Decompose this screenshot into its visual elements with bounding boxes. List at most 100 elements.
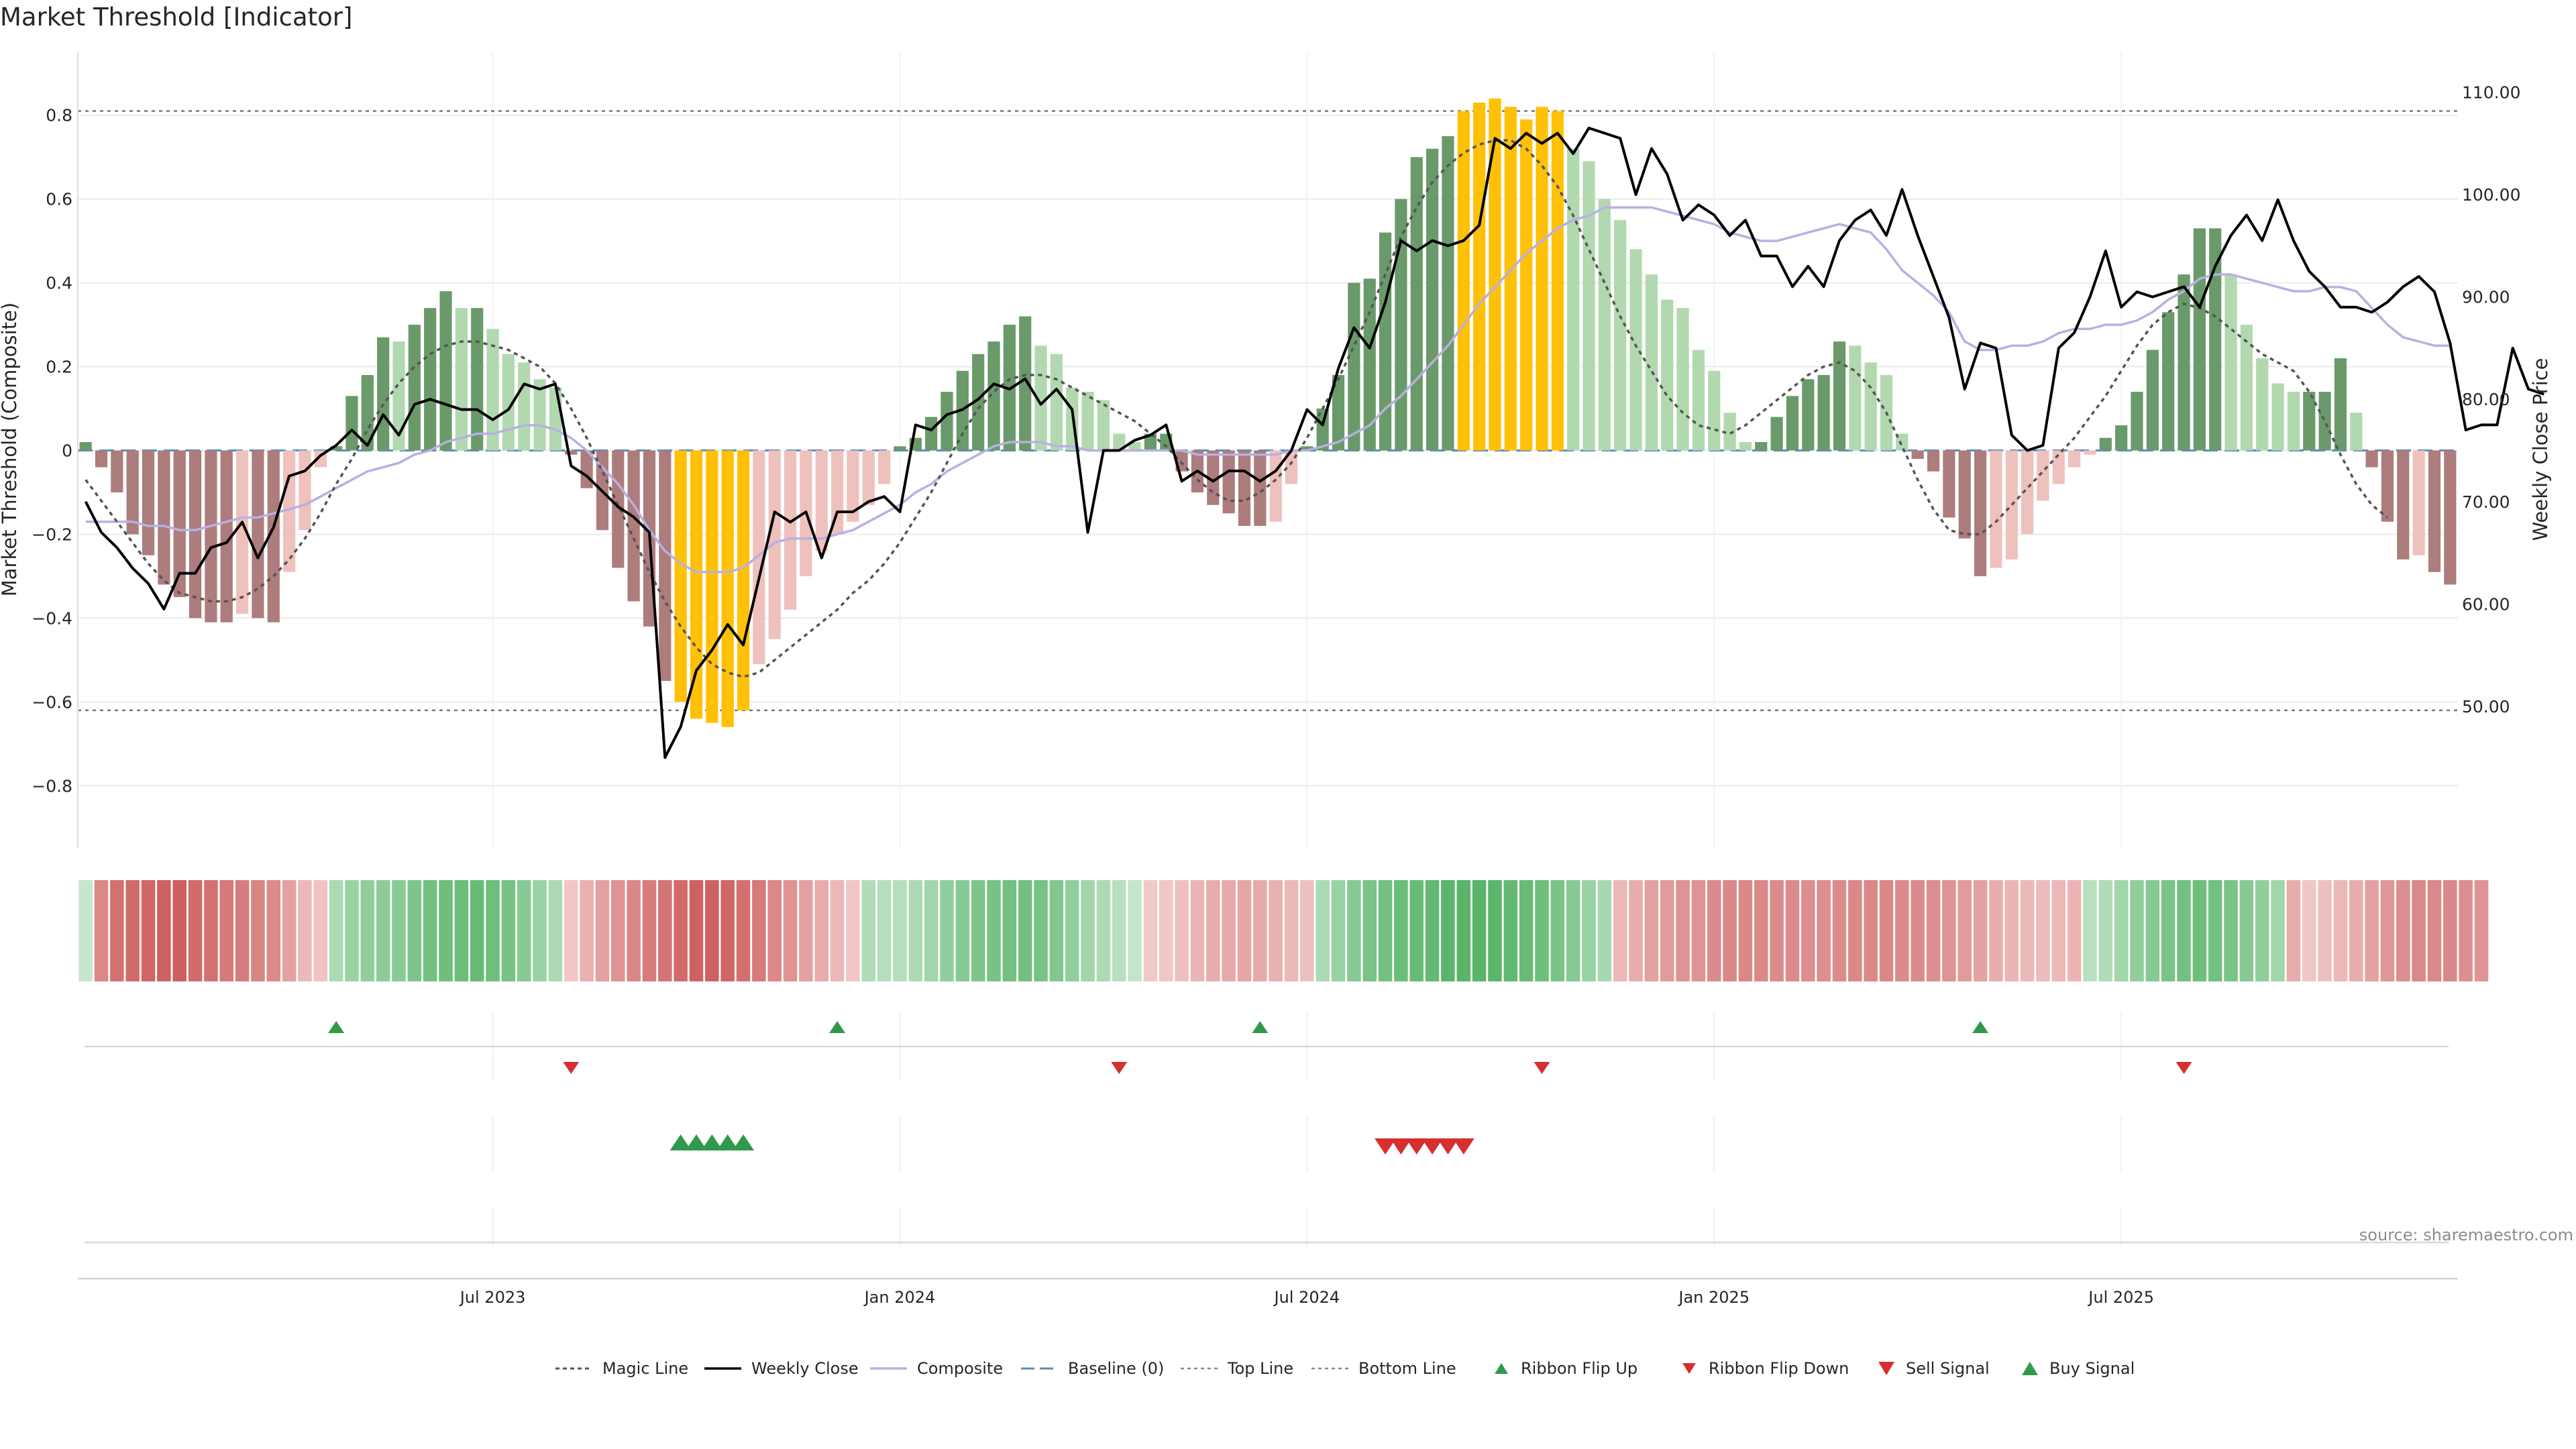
- ribbon-cell: [188, 880, 203, 981]
- ribbon-cell: [924, 880, 938, 981]
- legend-swatch-buy: [2022, 1362, 2038, 1375]
- composite-bar: [1332, 375, 1345, 451]
- y-tick-label: 0.6: [46, 190, 72, 209]
- ribbon-cell: [1629, 880, 1643, 981]
- ribbon-cell: [2192, 880, 2207, 981]
- ribbon-cell: [360, 880, 375, 981]
- ribbon-cell: [627, 880, 641, 981]
- ribbon-cell: [1848, 880, 1862, 981]
- composite-bar: [2428, 450, 2441, 572]
- composite-bar: [1269, 450, 1282, 522]
- composite-bar: [1990, 450, 2002, 568]
- buy-signal-marker: [669, 1134, 692, 1150]
- ribbon-cell: [1519, 880, 1534, 981]
- ribbon-cell: [2130, 880, 2144, 981]
- ribbon-cell: [1065, 880, 1079, 981]
- composite-bar: [2444, 450, 2457, 585]
- composite-bar: [2303, 392, 2316, 451]
- series-lines: [84, 126, 2545, 759]
- composite-bar: [1536, 107, 1548, 451]
- composite-bar: [1896, 433, 1909, 451]
- composite-bar: [345, 396, 358, 451]
- ribbon-flip-down-marker: [1111, 1062, 1128, 1074]
- ribbon-cell: [1566, 880, 1580, 981]
- composite-bar: [2115, 425, 2128, 451]
- composite-bar: [627, 450, 640, 602]
- legend-swatch-flip-down: [1682, 1363, 1696, 1374]
- composite-bars: [79, 98, 2457, 727]
- ribbon-cell: [2271, 880, 2285, 981]
- ribbon-cell: [2177, 880, 2191, 981]
- composite-bar: [659, 450, 672, 682]
- x-axis: Jul 2023 Jan 2024 Jul 2024 Jan 2025 Jul 2025: [78, 1277, 2458, 1307]
- ribbon-cell: [1081, 880, 1095, 981]
- composite-bar: [1567, 148, 1580, 451]
- ribbon-cell: [2161, 880, 2176, 981]
- ribbon-cell: [861, 880, 876, 981]
- composite-bar: [1301, 446, 1313, 451]
- composite-bar: [2365, 450, 2378, 468]
- sell-signal-marker: [1390, 1138, 1412, 1155]
- composite-bar: [2162, 312, 2175, 451]
- ribbon-cell: [1942, 880, 1956, 981]
- ribbon-cell: [266, 880, 281, 981]
- y-tick-label: −0.8: [32, 776, 72, 796]
- composite-bar: [1457, 111, 1470, 451]
- composite-bar: [1864, 362, 1877, 451]
- ribbon-flip-up-marker: [829, 1021, 846, 1033]
- ribbon-cell: [2098, 880, 2113, 981]
- source-credit: source: sharemaestro.com: [2359, 1226, 2573, 1244]
- ribbon-cell: [689, 880, 704, 981]
- ribbon-cell: [1973, 880, 1988, 981]
- ribbon-cell: [1284, 880, 1299, 981]
- legend-item: Magic Line: [555, 1359, 688, 1378]
- composite-bar: [111, 450, 123, 492]
- y-tick-label: −0.2: [32, 525, 72, 544]
- composite-bar: [1144, 433, 1157, 451]
- composite-bar: [1473, 102, 1486, 451]
- composite-bar: [1692, 350, 1705, 451]
- composite-bar: [1238, 450, 1251, 526]
- ribbon-cell: [2302, 880, 2316, 981]
- ribbon-cell: [517, 880, 531, 981]
- y2-tick-label: 60.00: [2462, 594, 2510, 614]
- composite-bar: [894, 446, 906, 451]
- ribbon-cell: [846, 880, 860, 981]
- ribbon-cell: [814, 880, 829, 981]
- composite-bar: [784, 450, 797, 610]
- y2-tick-label: 70.00: [2462, 492, 2510, 512]
- composite-bar: [1034, 345, 1047, 451]
- composite-bar: [1927, 450, 1940, 472]
- composite-bar: [361, 375, 374, 451]
- composite-bar: [1222, 450, 1235, 514]
- ribbon-cell: [1660, 880, 1674, 981]
- composite-bar: [972, 354, 985, 451]
- composite-bar: [1520, 119, 1533, 451]
- legend-item: Baseline (0): [1021, 1359, 1164, 1378]
- composite-bar: [142, 450, 155, 555]
- composite-bar: [1786, 396, 1799, 451]
- composite-bar: [533, 379, 546, 451]
- sell-signal-marker: [1437, 1138, 1459, 1155]
- composite-bar: [502, 354, 515, 451]
- x-tick-label: Jan 2025: [1677, 1288, 1750, 1307]
- ribbon-cell: [1049, 880, 1064, 981]
- ribbon-cell: [172, 880, 186, 981]
- ribbon-cell: [2067, 880, 2082, 981]
- y-tick-label: −0.6: [32, 692, 72, 712]
- ribbon-cell: [2255, 880, 2269, 981]
- ribbon-flip-up-marker: [1972, 1021, 1989, 1033]
- ribbon-cell: [1582, 880, 1596, 981]
- y2-tick-label: 80.00: [2462, 390, 2510, 409]
- composite-bar: [1316, 409, 1329, 451]
- composite-bar: [1410, 157, 1423, 451]
- buy-signal-marker: [733, 1134, 755, 1150]
- composite-bar: [1629, 249, 1642, 451]
- composite-bar: [1379, 232, 1392, 451]
- ribbon-cell: [2114, 880, 2129, 981]
- ribbon-cell: [1175, 880, 1189, 981]
- sell-signal-marker: [1452, 1138, 1474, 1155]
- composite-bar: [1582, 161, 1595, 451]
- ribbon-cell: [705, 880, 719, 981]
- ribbon-flip-down-marker: [563, 1062, 580, 1074]
